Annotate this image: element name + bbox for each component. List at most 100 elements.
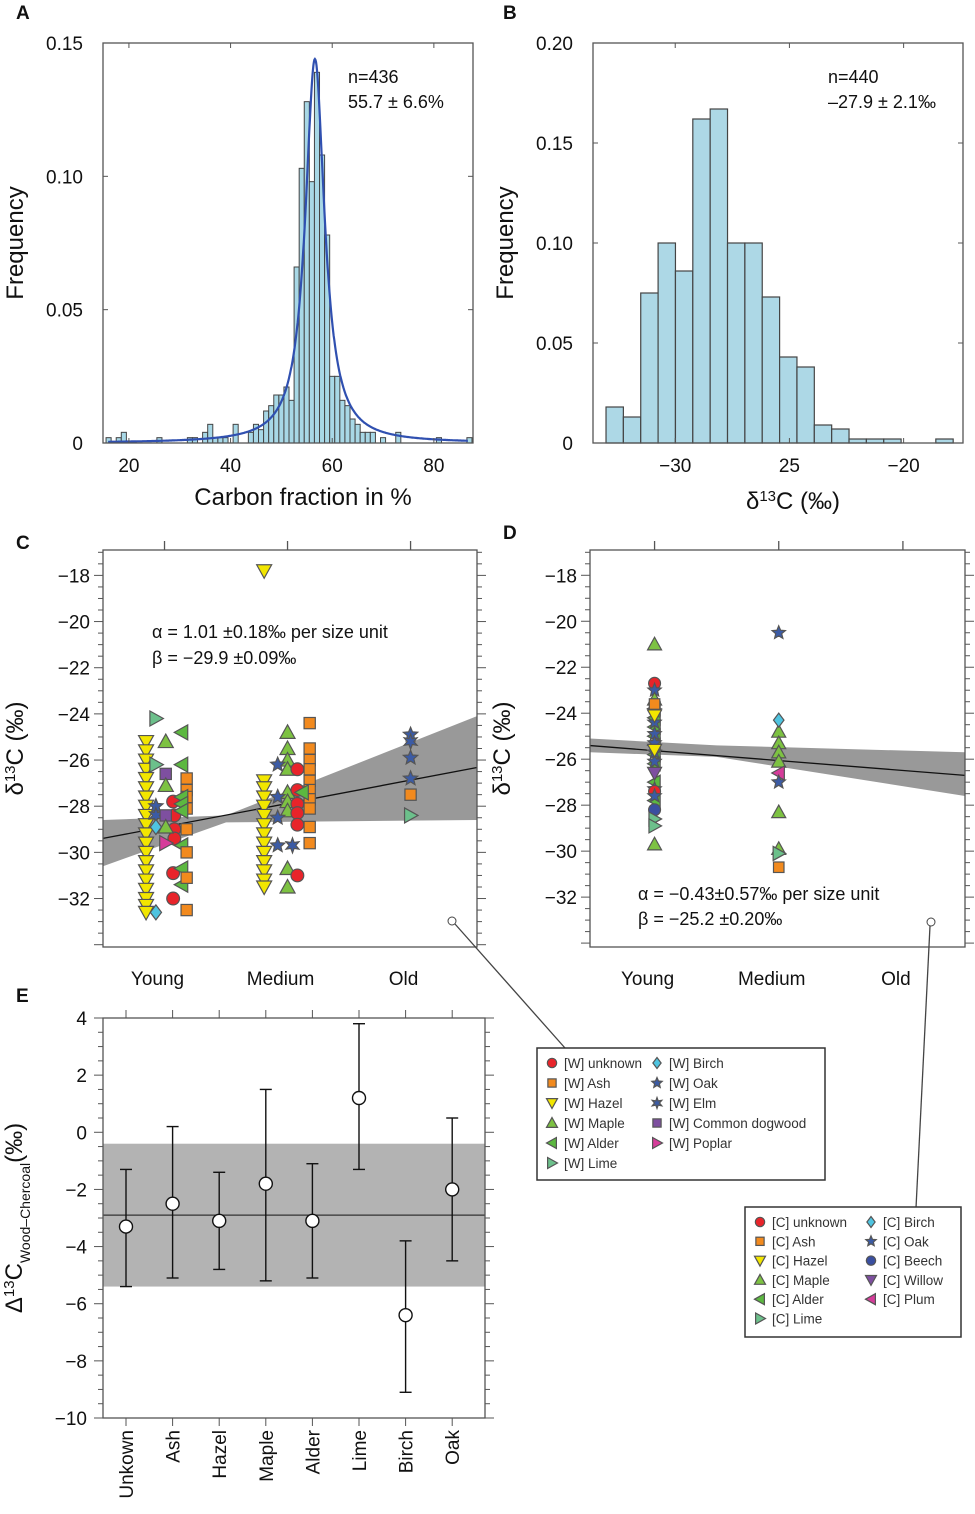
mean-point — [211, 1213, 227, 1229]
legend-entry: [W] Ash — [564, 1076, 611, 1091]
data-point — [772, 845, 787, 862]
data-point — [255, 836, 273, 852]
data-point — [173, 802, 189, 820]
legend-marker-unknown — [754, 1216, 766, 1228]
legend-entry: [C] Beech — [883, 1254, 942, 1269]
histogram-bar — [778, 356, 798, 444]
y-tick-label: −6 — [65, 1295, 87, 1316]
y-tick-label: 0.15 — [536, 134, 573, 155]
data-point — [255, 854, 273, 871]
stats-annotation: –27.9 ± 2.1‰ — [828, 92, 936, 112]
data-point — [180, 823, 193, 836]
y-tick-label: −18 — [545, 566, 577, 587]
legend-marker-oak — [864, 1234, 878, 1247]
data-point — [646, 752, 663, 769]
data-point — [255, 564, 273, 580]
histogram-bar — [258, 429, 265, 444]
label-sub: Wood–Chercoal — [17, 1163, 33, 1263]
data-point — [770, 753, 787, 768]
data-point — [149, 756, 165, 774]
data-point — [303, 742, 316, 755]
data-point — [180, 903, 193, 917]
data-point — [646, 787, 663, 803]
data-point — [269, 836, 287, 853]
label-prefix: δ — [746, 488, 759, 515]
label-sup: 13 — [1, 1280, 18, 1297]
data-point — [303, 802, 316, 815]
leader-anchor — [926, 917, 936, 927]
histogram-bar — [380, 437, 387, 444]
legend-entry: [W] Hazel — [564, 1096, 623, 1111]
data-point — [290, 762, 305, 777]
legend-marker-alder — [753, 1292, 766, 1306]
y-tick-label: 0 — [72, 434, 83, 455]
legend-marker-oak — [650, 1075, 664, 1089]
data-point — [137, 771, 155, 788]
data-point — [646, 743, 663, 759]
legend-entry: [W] Alder — [564, 1136, 619, 1151]
y-tick-label: −20 — [58, 613, 90, 634]
data-point — [269, 808, 287, 826]
stats-annotation: n=436 — [348, 67, 399, 87]
y-tick-label: −22 — [58, 659, 90, 680]
legend-marker-dogwood — [652, 1118, 662, 1128]
legend-entry: [C] Birch — [883, 1215, 935, 1230]
x-axis-label: Carbon fraction in % — [194, 484, 411, 511]
data-point — [137, 818, 155, 834]
histogram-bar — [674, 270, 694, 444]
data-point — [303, 716, 316, 730]
legend-entry: [C] Oak — [883, 1234, 929, 1249]
data-point — [166, 891, 181, 906]
histogram-bar — [207, 423, 214, 444]
data-point — [137, 864, 155, 880]
data-point — [401, 769, 420, 786]
histogram-bar — [359, 431, 366, 444]
histogram-bar — [344, 405, 351, 444]
legend-entry: [W] Common dogwood — [669, 1116, 806, 1131]
y-tick-label: −24 — [58, 705, 91, 726]
mean-point — [165, 1196, 180, 1211]
data-point — [137, 845, 155, 862]
legend-marker-maple — [545, 1116, 559, 1129]
data-point — [648, 817, 663, 834]
legend-frame — [744, 1206, 962, 1338]
mean-point — [398, 1307, 413, 1323]
data-point — [279, 723, 297, 739]
data-point — [646, 709, 663, 724]
panel-label-a: A — [16, 3, 30, 24]
legend-entry: [W] Oak — [669, 1076, 718, 1091]
histogram-bar — [349, 418, 356, 444]
category-label: Unkown — [117, 1430, 138, 1499]
leader-line — [915, 925, 931, 1209]
y-tick-label: −26 — [58, 751, 90, 772]
histogram-bar — [796, 366, 815, 444]
histogram-bar — [263, 410, 270, 444]
histogram-bar — [622, 416, 642, 444]
y-tick-label: −28 — [545, 796, 577, 817]
data-point — [303, 836, 316, 850]
y-tick-label: 0 — [76, 1123, 87, 1144]
histogram-bar — [364, 431, 371, 444]
label-prefix: Δ — [1, 1297, 28, 1313]
histogram-bar — [726, 242, 746, 444]
data-point — [290, 806, 305, 821]
x-tick-label: 25 — [779, 456, 800, 477]
data-point — [269, 755, 287, 772]
legend-marker-willow — [864, 1274, 878, 1287]
y-tick-label: −30 — [58, 843, 90, 864]
data-point — [290, 817, 305, 832]
histogram-bar — [369, 431, 376, 444]
y-tick-label: −4 — [65, 1238, 87, 1259]
label-suffix: C (‰) — [776, 488, 840, 515]
data-point — [404, 788, 417, 801]
legend-entry: [W] Elm — [669, 1096, 716, 1111]
legend-entry: [W] unknown — [564, 1056, 642, 1071]
data-point — [137, 873, 155, 889]
histogram-bar — [692, 118, 711, 444]
data-point — [646, 766, 663, 782]
y-tick-label: −2 — [65, 1180, 87, 1201]
y-axis-label: Δ13CWood–Chercoal(‰) — [1, 1123, 34, 1313]
x-tick-label: Old — [881, 969, 911, 990]
data-point — [157, 776, 175, 793]
y-tick-label: −20 — [545, 612, 577, 633]
